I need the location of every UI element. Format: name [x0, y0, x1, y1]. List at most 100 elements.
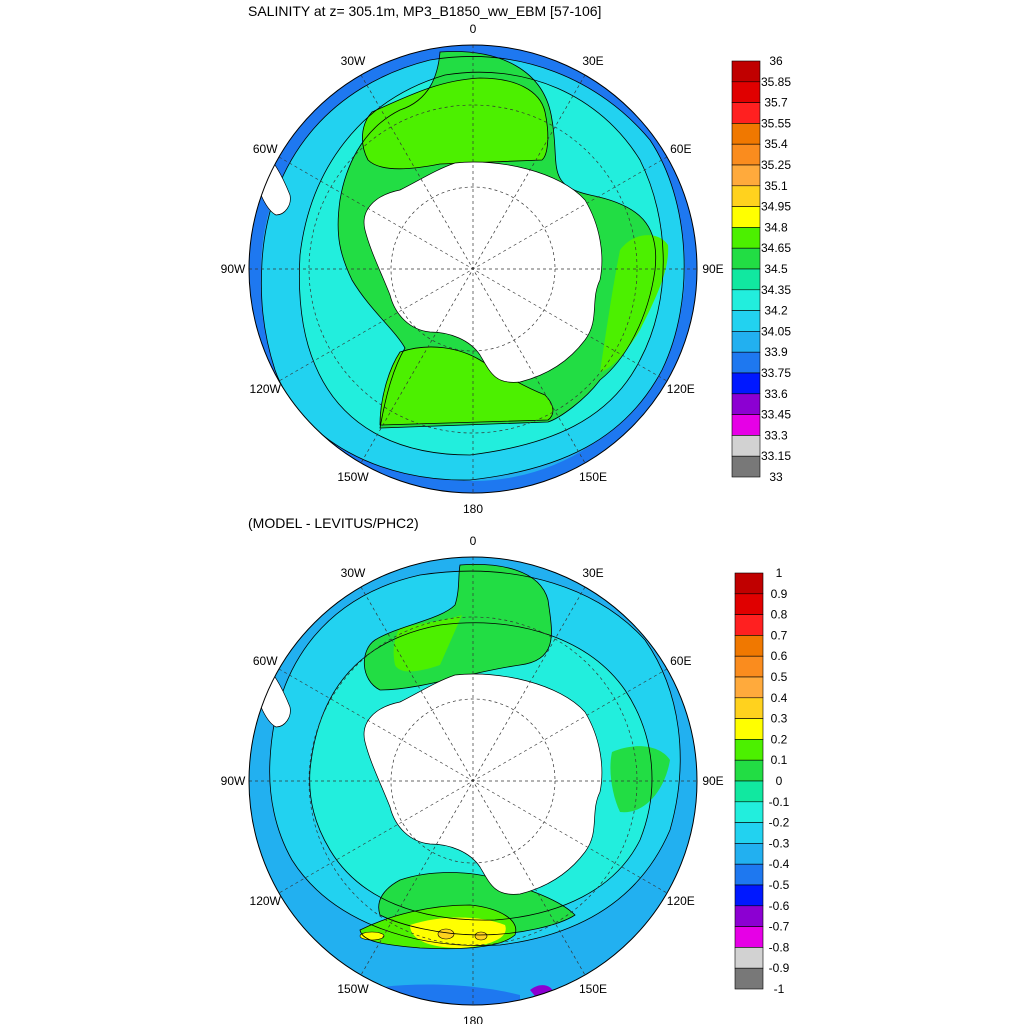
salinity-colorbar: 36 35.85 35.7 35.55 35.4 35.25 35.1 34.95 34.8 34…	[731, 54, 791, 484]
colorbar-label: 34.5	[764, 262, 788, 276]
longitude-label: 60E	[670, 142, 691, 156]
colorbar-label: 1	[776, 566, 783, 580]
colorbar-swatch	[734, 572, 764, 595]
colorbar-swatch	[731, 247, 761, 270]
longitude-label: 90W	[221, 774, 246, 788]
colorbar-swatch	[731, 102, 761, 124]
colorbar-label: -0.9	[769, 961, 790, 975]
longitude-label: 60W	[253, 654, 278, 668]
colorbar-label: 34.35	[761, 283, 791, 297]
colorbar-swatch	[734, 905, 764, 927]
colorbar-label: -0.2	[769, 816, 790, 830]
colorbar-swatch	[734, 863, 764, 886]
colorbar-swatch	[731, 310, 761, 332]
longitude-label: 180	[463, 1014, 483, 1024]
colorbar-swatch	[734, 676, 764, 699]
colorbar-swatch	[734, 822, 764, 844]
colorbar-label: -1	[774, 982, 785, 996]
longitude-label: 90W	[221, 262, 246, 276]
colorbar-label: 34.95	[761, 200, 791, 214]
colorbar-swatch	[734, 697, 764, 719]
colorbar-label: -0.1	[769, 795, 790, 809]
colorbar-label: 33.45	[761, 408, 791, 422]
colorbar-swatch	[731, 393, 761, 415]
antarctica-land	[363, 673, 603, 895]
difference-colorbar: 1 0.9 0.8 0.7 0.6 0.5 0.4 0.3 0.2 0.1 0 -0.1 -0.2 -0.…	[734, 566, 790, 996]
longitude-label: 120E	[667, 382, 695, 396]
colorbar-label: -0.8	[769, 940, 790, 954]
colorbar-swatch	[731, 227, 761, 249]
colorbar-swatch	[734, 739, 764, 761]
colorbar-label: 35.25	[761, 158, 791, 172]
colorbar-swatch	[731, 372, 761, 395]
colorbar-swatch	[734, 614, 764, 636]
colorbar-label: 0.5	[771, 670, 788, 684]
colorbar-label: -0.7	[769, 920, 790, 934]
colorbar-label: -0.4	[769, 857, 790, 871]
colorbar-swatch	[731, 164, 761, 187]
longitude-label: 60E	[670, 654, 691, 668]
colorbar-label: 33.15	[761, 449, 791, 463]
colorbar-swatch	[731, 331, 761, 353]
colorbar-label: 35.55	[761, 116, 791, 130]
colorbar-swatch	[734, 635, 764, 657]
colorbar-label: 0.6	[771, 649, 788, 663]
colorbar-swatch	[734, 759, 764, 782]
colorbar-swatch	[731, 351, 761, 374]
longitude-label: 90E	[702, 262, 723, 276]
colorbar-swatch	[734, 947, 764, 969]
bottom-map-title: (MODEL - LEVITUS/PHC2)	[248, 515, 419, 531]
longitude-label: 60W	[253, 142, 278, 156]
colorbar-swatch	[734, 655, 764, 678]
colorbar-swatch	[731, 414, 761, 436]
colorbar-swatch	[734, 801, 764, 823]
colorbar-swatch	[734, 780, 764, 803]
colorbar-label: 0.1	[771, 753, 788, 767]
longitude-label: 0	[470, 534, 477, 548]
longitude-label: 0	[470, 22, 477, 36]
colorbar-label: 35.4	[764, 137, 788, 151]
longitude-label: 30E	[582, 566, 603, 580]
colorbar-label: 34.8	[764, 220, 788, 234]
colorbar-swatch	[734, 718, 764, 740]
colorbar-label: 36	[769, 54, 783, 68]
salinity-polar-map	[248, 44, 698, 494]
colorbar-label: 0.8	[771, 608, 788, 622]
longitude-label: 120W	[250, 382, 282, 396]
colorbar-swatch	[731, 435, 761, 457]
colorbar-label: 0.7	[771, 628, 788, 642]
bottom-longitude-labels: 0 30E 60E 90E 120E 150E 180 150W 120W 90W 60W 30W	[221, 534, 724, 1024]
difference-polar-map	[248, 556, 698, 1006]
colorbar-label: 33.75	[761, 366, 791, 380]
colorbar-swatch	[731, 185, 761, 207]
colorbar-swatch	[731, 60, 761, 83]
colorbar-label: 35.85	[761, 75, 791, 89]
colorbar-label: 34.05	[761, 324, 791, 338]
longitude-label: 30W	[341, 54, 366, 68]
longitude-label: 90E	[702, 774, 723, 788]
colorbar-label: 35.7	[764, 96, 788, 110]
colorbar-label: 0.3	[771, 712, 788, 726]
colorbar-swatch	[731, 455, 761, 478]
longitude-label: 30W	[341, 566, 366, 580]
colorbar-label: 0.9	[771, 587, 788, 601]
colorbar-swatch	[731, 81, 761, 103]
colorbar-swatch	[731, 123, 761, 145]
colorbar-label: -0.5	[769, 878, 790, 892]
colorbar-swatch	[734, 926, 764, 948]
longitude-label: 150W	[337, 470, 369, 484]
longitude-label: 120E	[667, 894, 695, 908]
longitude-label: 30E	[582, 54, 603, 68]
colorbar-label: 33.6	[764, 387, 788, 401]
longitude-label: 150E	[579, 982, 607, 996]
colorbar-label: 34.2	[764, 304, 788, 318]
longitude-label: 180	[463, 502, 483, 516]
colorbar-label: 33	[769, 470, 783, 484]
colorbar-swatch	[731, 206, 761, 228]
colorbar-label: 35.1	[764, 179, 788, 193]
colorbar-swatch	[731, 289, 761, 311]
longitude-label: 150E	[579, 470, 607, 484]
colorbar-label: 0	[776, 774, 783, 788]
colorbar-swatch	[731, 143, 761, 166]
top-longitude-labels: 0 30E 60E 90E 120E 150E 180 150W 120W 90W 60W 30W	[221, 22, 724, 516]
